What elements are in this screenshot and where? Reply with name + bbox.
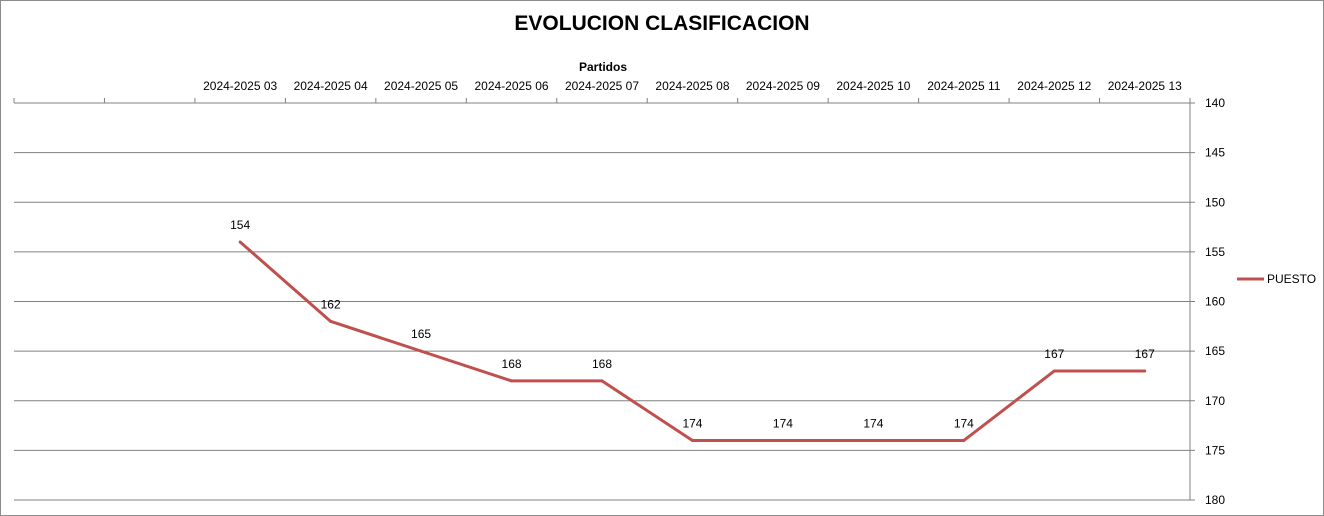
legend-label-puesto: PUESTO <box>1267 272 1316 286</box>
data-label: 174 <box>954 416 974 430</box>
data-labels: 154 162 165 168 168 174 174 174 174 167 167 <box>230 218 1155 431</box>
data-label: 162 <box>321 297 341 311</box>
gridlines <box>14 102 1190 501</box>
data-label: 174 <box>682 416 702 430</box>
x-tick-label: 2024-2025 13 <box>1108 79 1182 93</box>
y-tick-labels: 140 145 150 155 160 165 170 175 180 <box>1205 96 1225 507</box>
y-tick-label-180: 180 <box>1205 493 1225 507</box>
data-point <box>329 319 333 323</box>
data-label: 168 <box>502 357 522 371</box>
y-tick-label-160: 160 <box>1205 295 1225 309</box>
x-axis-label: Partidos <box>578 60 627 74</box>
data-label: 167 <box>1044 347 1064 361</box>
data-point <box>781 438 785 442</box>
axes <box>13 98 1195 501</box>
data-point <box>600 379 604 383</box>
data-point <box>510 379 514 383</box>
legend: PUESTO <box>1237 272 1316 286</box>
x-tick-label: 2024-2025 04 <box>294 79 368 93</box>
x-tick-label: 2024-2025 09 <box>746 79 820 93</box>
data-point <box>1052 369 1056 373</box>
data-label: 167 <box>1135 347 1155 361</box>
data-label: 165 <box>411 327 431 341</box>
x-tick-label: 2024-2025 12 <box>1017 79 1091 93</box>
x-tick-label: 2024-2025 07 <box>565 79 639 93</box>
series-line-puesto <box>239 240 1145 442</box>
data-point <box>1143 369 1147 373</box>
series-group <box>238 240 1147 442</box>
data-point <box>419 349 423 353</box>
y-tick-label-140: 140 <box>1205 96 1225 110</box>
x-tick-label: 2024-2025 03 <box>203 79 277 93</box>
y-tick-label-165: 165 <box>1205 344 1225 358</box>
y-tick-label-175: 175 <box>1205 443 1225 457</box>
data-label: 168 <box>592 357 612 371</box>
x-tick-label: 2024-2025 11 <box>927 79 1001 93</box>
y-tick-label-145: 145 <box>1205 146 1225 160</box>
x-tick-label: 2024-2025 05 <box>384 79 458 93</box>
x-tick-label: 2024-2025 06 <box>474 79 548 93</box>
data-label: 174 <box>863 416 883 430</box>
data-label: 174 <box>773 416 793 430</box>
x-tick-label: 2024-2025 10 <box>836 79 910 93</box>
y-tick-label-150: 150 <box>1205 195 1225 209</box>
data-label: 154 <box>230 218 250 232</box>
chart-title: EVOLUCION CLASIFICACION <box>514 12 810 35</box>
data-point <box>962 438 966 442</box>
y-tick-label-155: 155 <box>1205 245 1225 259</box>
x-tick-labels: 2024-2025 03 2024-2025 04 2024-2025 05 2024… <box>203 79 1182 93</box>
x-tick-label: 2024-2025 08 <box>655 79 729 93</box>
data-point <box>690 438 694 442</box>
y-tick-label-170: 170 <box>1205 394 1225 408</box>
data-point <box>871 438 875 442</box>
data-point <box>238 240 242 244</box>
